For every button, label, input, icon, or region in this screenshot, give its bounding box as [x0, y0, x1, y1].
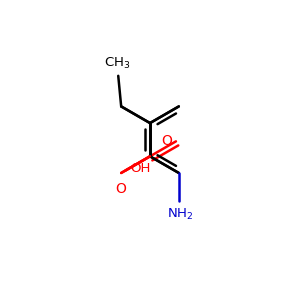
Text: CH$_3$: CH$_3$ — [103, 56, 130, 71]
Text: O: O — [161, 134, 172, 148]
Text: OH: OH — [130, 163, 150, 176]
Text: NH$_2$: NH$_2$ — [167, 206, 194, 222]
Text: O: O — [116, 182, 127, 197]
